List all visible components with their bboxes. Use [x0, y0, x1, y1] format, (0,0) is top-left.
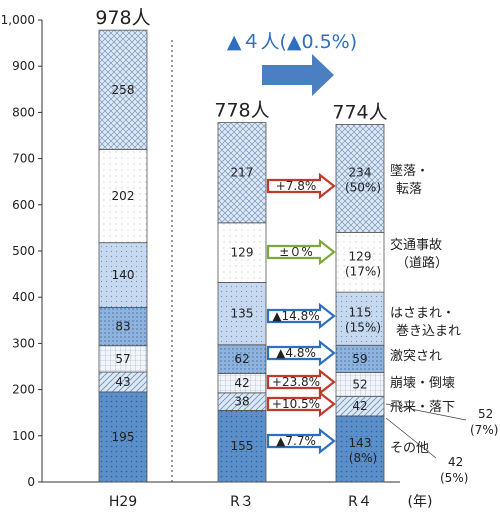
y-tick-label: 900	[12, 59, 35, 73]
bar-segment	[217, 409, 267, 483]
share-label: (50%)	[345, 180, 381, 194]
axes: 0 100 200 300 400 500 600 700 800 900 1,000	[1, 13, 400, 489]
share-label: (15%)	[345, 321, 381, 335]
bar-segment	[98, 391, 148, 483]
data-label: 62	[234, 352, 249, 366]
data-label: 38	[234, 395, 249, 409]
change-label: +7.8%	[276, 179, 317, 193]
y-tick-label: 100	[12, 429, 35, 443]
change-label: +10.5%	[272, 397, 320, 411]
overall-change-arrow	[262, 54, 334, 96]
y-tick-label: 600	[12, 198, 35, 212]
change-arrow	[266, 390, 336, 418]
data-label: 140	[112, 268, 135, 282]
change-label: ±０%	[279, 245, 312, 259]
series-label: （道路）	[396, 255, 448, 271]
outside-share: (5%)	[440, 471, 468, 485]
change-arrow	[266, 339, 336, 367]
data-label: 129	[231, 246, 254, 260]
leader-line	[385, 403, 467, 421]
data-label: 217	[231, 166, 254, 180]
overall-change-label: ▲４人(▲0.5%)	[227, 31, 357, 53]
total-label: 774人	[332, 101, 387, 123]
data-label: 234	[349, 165, 372, 179]
category-label: H29	[109, 494, 137, 510]
data-label: 57	[115, 352, 130, 366]
change-label: ▲7.7%	[276, 434, 316, 448]
data-label: 43	[115, 375, 130, 389]
bar-segment	[335, 415, 385, 483]
bar-segment	[335, 291, 385, 346]
data-label: 135	[231, 307, 254, 321]
y-tick-label: 800	[12, 105, 35, 119]
change-label: +23.8%	[272, 375, 320, 389]
y-tick-label: 1,000	[1, 13, 35, 27]
y-tick-label: 300	[12, 336, 35, 350]
y-tick-label: 400	[12, 290, 35, 304]
y-tick-label: 0	[27, 475, 35, 489]
series-labels: その他 飛来・落下 崩壊・倒壊 激突され はさまれ・巻き込まれ 交通事故 （道路） 墜落・転落…	[385, 163, 498, 485]
series-label: その他	[390, 441, 429, 456]
series-label: 激突され	[390, 348, 442, 364]
change-label: ▲14.8%	[272, 309, 319, 323]
data-label: 115	[349, 306, 372, 320]
series-label: 交通事故	[390, 237, 442, 253]
series-label: 飛来・落下	[390, 400, 455, 415]
data-label: 59	[352, 352, 367, 366]
data-label: 202	[112, 189, 135, 203]
change-arrow	[266, 427, 336, 455]
data-label: 42	[234, 376, 249, 390]
change-arrow	[266, 302, 336, 330]
data-label: 143	[349, 436, 372, 450]
total-label: 978人	[95, 7, 150, 29]
series-label: はさまれ・	[390, 306, 455, 321]
bar-segment	[98, 345, 148, 373]
bar-segment	[335, 124, 385, 233]
bar-segment	[98, 29, 148, 150]
data-label: 258	[112, 83, 135, 97]
outside-share: (7%)	[470, 423, 498, 437]
category-label: R３	[230, 494, 254, 510]
bar-segment	[335, 232, 385, 293]
change-arrow	[266, 172, 336, 200]
data-label: 195	[112, 430, 135, 444]
bar-segment	[217, 122, 267, 224]
data-label: 42	[352, 399, 367, 413]
data-label: 83	[115, 320, 130, 334]
share-label: (17%)	[345, 264, 381, 278]
x-axis-label: (年)	[408, 494, 433, 510]
bar-segment	[217, 282, 267, 346]
share-label: (8%)	[349, 451, 377, 465]
bar-segment	[217, 344, 267, 374]
change-arrows: +7.8% ±０% ▲14.8% ▲4.8% +23.8% +10.5% ▲7.7%	[266, 172, 336, 455]
series-label: 転落	[396, 182, 422, 197]
change-label: ▲4.8%	[276, 346, 316, 360]
outside-value: 42	[448, 455, 463, 469]
bar-segment	[217, 222, 267, 283]
data-label: 155	[231, 439, 254, 453]
series-label: 巻き込まれ	[396, 324, 461, 339]
y-tick-label: 700	[12, 152, 35, 166]
bars: 195 43 57 83 140 202 258 978人 H29 155 38 42 62 135 129…	[95, 7, 387, 510]
y-tick-label: 500	[12, 244, 35, 258]
leader-line	[385, 417, 437, 459]
bar-segment	[98, 148, 148, 244]
overall-change: ▲４人(▲0.5%)	[227, 31, 357, 96]
data-label: 52	[352, 378, 367, 392]
outside-value: 52	[478, 407, 493, 421]
series-label: 崩壊・倒壊	[390, 376, 455, 391]
total-label: 778人	[214, 100, 269, 122]
bar-segment	[98, 242, 148, 308]
series-label: 墜落・	[390, 163, 429, 179]
y-tick-label: 200	[12, 383, 35, 397]
bar-segment	[335, 344, 385, 373]
data-label: 129	[349, 249, 372, 263]
change-arrow	[266, 368, 336, 396]
category-label: R４	[348, 494, 372, 510]
change-arrow	[266, 238, 336, 266]
